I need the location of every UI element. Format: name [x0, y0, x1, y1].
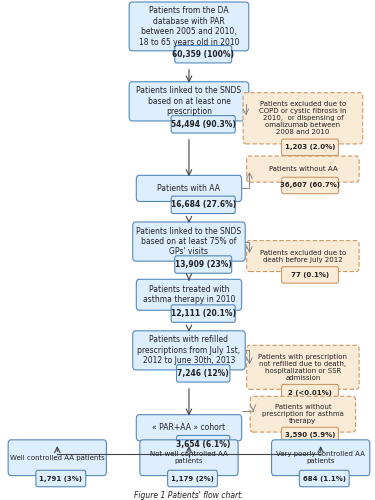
Text: Not well controlled AA
patients: Not well controlled AA patients — [150, 451, 228, 464]
FancyBboxPatch shape — [247, 240, 359, 272]
FancyBboxPatch shape — [282, 178, 339, 194]
FancyBboxPatch shape — [175, 46, 232, 63]
FancyBboxPatch shape — [133, 222, 245, 261]
Text: 1,791 (3%): 1,791 (3%) — [39, 476, 82, 482]
FancyBboxPatch shape — [136, 176, 242, 202]
FancyBboxPatch shape — [282, 266, 339, 283]
FancyBboxPatch shape — [168, 470, 217, 486]
Text: 13,909 (23%): 13,909 (23%) — [175, 260, 232, 269]
Text: Figure 1 Patients' flow chart.: Figure 1 Patients' flow chart. — [134, 490, 244, 500]
FancyBboxPatch shape — [299, 470, 349, 486]
Text: 1,203 (2.0%): 1,203 (2.0%) — [285, 144, 335, 150]
FancyBboxPatch shape — [171, 196, 235, 214]
FancyBboxPatch shape — [282, 384, 339, 401]
Text: 36,607 (60.7%): 36,607 (60.7%) — [280, 182, 340, 188]
FancyBboxPatch shape — [136, 414, 242, 441]
Text: Patients treated with
asthma therapy in 2010: Patients treated with asthma therapy in … — [143, 285, 235, 304]
FancyBboxPatch shape — [282, 139, 339, 156]
Text: Well controlled AA patients: Well controlled AA patients — [10, 454, 105, 460]
Text: Patients from the DA
database with PAR
between 2005 and 2010,
18 to 65 years old: Patients from the DA database with PAR b… — [139, 6, 239, 46]
FancyBboxPatch shape — [36, 470, 86, 486]
Text: Patients linked to the SNDS
based on at least one
prescription: Patients linked to the SNDS based on at … — [136, 86, 242, 117]
Text: 2 (<0.01%): 2 (<0.01%) — [288, 390, 332, 396]
Text: 1,179 (2%): 1,179 (2%) — [171, 476, 214, 482]
Text: 3,590 (5.9%): 3,590 (5.9%) — [285, 432, 335, 438]
Text: 16,684 (27.6%): 16,684 (27.6%) — [171, 200, 236, 209]
FancyBboxPatch shape — [140, 440, 238, 476]
Text: Patients excluded due to
death before July 2012: Patients excluded due to death before Ju… — [260, 250, 346, 262]
FancyBboxPatch shape — [175, 256, 232, 274]
Text: Patients excluded due to
COPD or cystic fibrosis in
2010,  or dispensing of
omal: Patients excluded due to COPD or cystic … — [259, 102, 347, 136]
FancyBboxPatch shape — [136, 280, 242, 310]
Text: Patients linked to the SNDS
based on at least 75% of
GPs' visits: Patients linked to the SNDS based on at … — [136, 226, 242, 256]
Text: Patients with AA: Patients with AA — [158, 184, 220, 193]
Text: Patients without AA: Patients without AA — [268, 166, 337, 172]
FancyBboxPatch shape — [171, 116, 235, 133]
FancyBboxPatch shape — [8, 440, 106, 476]
Text: Patients without
prescription for asthma
therapy: Patients without prescription for asthma… — [262, 404, 344, 424]
FancyBboxPatch shape — [177, 364, 230, 382]
Text: Patients with prescription
not refilled due to death,
hospitalization or SSR
adm: Patients with prescription not refilled … — [258, 354, 347, 381]
FancyBboxPatch shape — [250, 396, 356, 432]
FancyBboxPatch shape — [282, 428, 339, 444]
Text: Very poorly controlled AA
patients: Very poorly controlled AA patients — [276, 451, 365, 464]
Text: « PAR+AA » cohort: « PAR+AA » cohort — [152, 423, 225, 432]
Text: 684 (1.1%): 684 (1.1%) — [303, 476, 346, 482]
FancyBboxPatch shape — [243, 92, 363, 144]
Text: 77 (0.1%): 77 (0.1%) — [291, 272, 329, 278]
Text: 3,654 (6.1%): 3,654 (6.1%) — [176, 440, 230, 448]
FancyBboxPatch shape — [177, 436, 230, 453]
Text: 12,111 (20.1%): 12,111 (20.1%) — [171, 309, 236, 318]
FancyBboxPatch shape — [247, 346, 359, 390]
Text: 7,246 (12%): 7,246 (12%) — [177, 369, 229, 378]
Text: 60,359 (100%): 60,359 (100%) — [172, 50, 234, 58]
FancyBboxPatch shape — [133, 331, 245, 370]
FancyBboxPatch shape — [272, 440, 370, 476]
FancyBboxPatch shape — [171, 305, 235, 322]
FancyBboxPatch shape — [129, 82, 249, 121]
Text: 54,494 (90.3%): 54,494 (90.3%) — [171, 120, 236, 129]
Text: Patients with refilled
prescriptions from July 1st,
2012 to June 30th, 2013: Patients with refilled prescriptions fro… — [137, 336, 240, 366]
FancyBboxPatch shape — [129, 2, 249, 51]
FancyBboxPatch shape — [247, 156, 359, 182]
